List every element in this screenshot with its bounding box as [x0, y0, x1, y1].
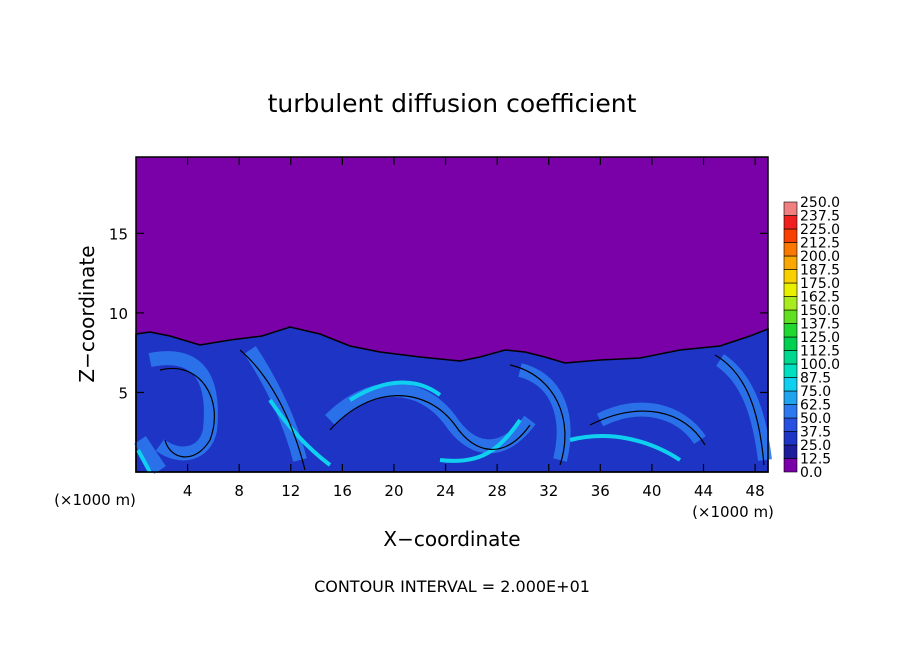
colorbar-swatch	[783, 228, 798, 243]
colorbar-label: 237.5	[800, 209, 840, 225]
colorbar-swatch	[783, 336, 798, 351]
x-tick-label: 8	[234, 482, 244, 500]
colorbar-swatch	[783, 390, 798, 405]
colorbar-label: 37.5	[800, 425, 831, 441]
colorbar-label: 150.0	[800, 303, 840, 319]
field-streaks	[136, 380, 682, 473]
colorbar-label: 25.0	[800, 438, 831, 454]
colorbar-label: 250.0	[800, 195, 840, 211]
contour-lines	[159, 349, 765, 471]
colorbar-label: 62.5	[800, 398, 831, 414]
colorbar-swatch	[783, 309, 798, 324]
x-tick-label: 44	[694, 482, 713, 500]
colorbar-label: 100.0	[800, 357, 840, 373]
x-tick-label: 24	[436, 482, 455, 500]
colorbar-label: 212.5	[800, 236, 840, 252]
x-tick-label: 16	[333, 482, 352, 500]
x-tick-label: 12	[281, 482, 300, 500]
x-tick-label: 48	[746, 482, 765, 500]
x-tick-label: 4	[183, 482, 193, 500]
colorbar-swatch	[783, 458, 798, 473]
colorbar-label: 225.0	[800, 222, 840, 238]
colorbar-label: 50.0	[800, 411, 831, 427]
y-tick-label: 15	[109, 225, 128, 243]
colorbar-label: 0.0	[800, 465, 822, 481]
colorbar-label: 162.5	[800, 290, 840, 306]
x-tick-label: 40	[642, 482, 661, 500]
plot-area	[134, 156, 772, 474]
colorbar-label: 187.5	[800, 263, 840, 279]
colorbar-label: 125.0	[800, 330, 840, 346]
colorbar-swatch	[783, 255, 798, 270]
colorbar-label: 87.5	[800, 371, 831, 387]
colorbar-swatch	[783, 417, 798, 432]
colorbar-label: 12.5	[800, 452, 831, 468]
colorbar-swatch	[783, 404, 798, 419]
colorbar-swatch	[783, 215, 798, 230]
x-tick-label: 32	[539, 482, 558, 500]
colorbar-swatch	[783, 363, 798, 378]
colorbar-swatch	[783, 201, 798, 216]
y-axis-label: Z−coordinate	[75, 245, 99, 382]
x-tick-label: 20	[384, 482, 403, 500]
y-tick-label: 5	[118, 384, 128, 402]
colorbar-label: 75.0	[800, 384, 831, 400]
colorbar-swatch	[783, 431, 798, 446]
colorbar-swatch	[783, 296, 798, 311]
colorbar-swatch	[783, 323, 798, 338]
x-axis-label: X−coordinate	[383, 527, 520, 551]
x-tick-label: 28	[488, 482, 507, 500]
x-tick-label: 36	[591, 482, 610, 500]
colorbar-label: 175.0	[800, 276, 840, 292]
colorbar-swatch	[783, 377, 798, 392]
plot-frame	[135, 156, 769, 473]
x-unit-label: (×1000 m)	[54, 491, 136, 509]
colorbar-swatch	[783, 269, 798, 284]
colorbar-swatch	[783, 242, 798, 257]
colorbar-label: 137.5	[800, 317, 840, 333]
x-unit-label: (×1000 m)	[692, 503, 774, 521]
annotation: CONTOUR INTERVAL = 2.000E+01	[314, 577, 590, 596]
colorbar-swatch	[783, 444, 798, 459]
colorbar-label: 200.0	[800, 249, 840, 265]
colorbar-label: 112.5	[800, 344, 840, 360]
colorbar-swatch	[783, 282, 798, 297]
y-tick-label: 10	[109, 305, 128, 323]
colorbar-swatch	[783, 350, 798, 365]
chart-title: turbulent diffusion coefficient	[268, 89, 637, 118]
